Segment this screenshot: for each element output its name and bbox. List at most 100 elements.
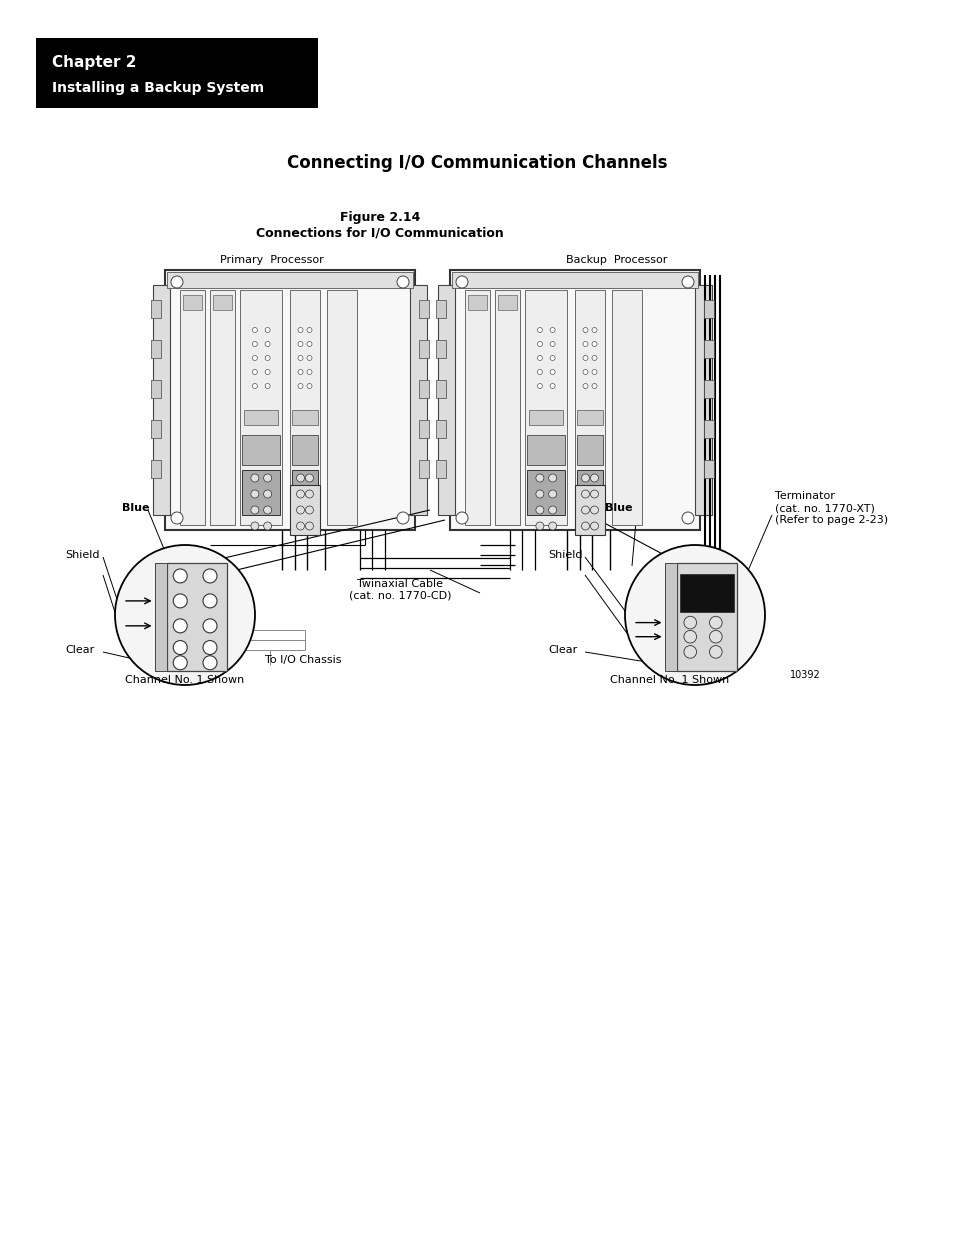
Text: Blue: Blue bbox=[122, 503, 150, 513]
Circle shape bbox=[537, 384, 542, 389]
Text: Connecting I/O Communication Channels: Connecting I/O Communication Channels bbox=[287, 154, 666, 172]
Circle shape bbox=[203, 619, 216, 632]
Bar bbox=[165, 270, 415, 530]
Circle shape bbox=[581, 522, 589, 530]
Bar bbox=[167, 272, 413, 288]
Circle shape bbox=[536, 522, 543, 530]
Circle shape bbox=[305, 522, 314, 530]
Bar bbox=[418, 340, 429, 358]
Circle shape bbox=[265, 384, 270, 389]
Bar bbox=[468, 295, 486, 310]
Circle shape bbox=[709, 616, 721, 629]
Bar bbox=[577, 410, 602, 425]
Bar bbox=[418, 380, 429, 398]
Circle shape bbox=[548, 522, 556, 530]
Circle shape bbox=[548, 506, 556, 514]
Bar bbox=[575, 485, 604, 535]
Bar bbox=[436, 340, 446, 358]
Bar bbox=[450, 270, 700, 530]
Circle shape bbox=[173, 641, 187, 655]
Bar bbox=[210, 290, 234, 525]
Bar bbox=[703, 340, 713, 358]
Text: Shield: Shield bbox=[547, 550, 582, 559]
Text: Channel No. 1 Shown: Channel No. 1 Shown bbox=[609, 676, 728, 685]
Text: Primary  Processor: Primary Processor bbox=[220, 254, 323, 266]
Circle shape bbox=[550, 356, 555, 361]
Bar bbox=[695, 285, 711, 515]
Circle shape bbox=[592, 384, 597, 389]
Bar bbox=[703, 459, 713, 478]
Circle shape bbox=[536, 506, 543, 514]
Circle shape bbox=[536, 490, 543, 498]
Circle shape bbox=[253, 356, 257, 361]
Circle shape bbox=[253, 342, 257, 347]
Circle shape bbox=[592, 356, 597, 361]
Bar bbox=[183, 295, 202, 310]
Circle shape bbox=[683, 630, 696, 643]
Circle shape bbox=[581, 474, 589, 482]
Bar bbox=[151, 459, 161, 478]
Circle shape bbox=[681, 513, 693, 524]
Bar bbox=[436, 420, 446, 438]
Circle shape bbox=[307, 342, 312, 347]
Bar bbox=[292, 471, 317, 515]
Circle shape bbox=[253, 384, 257, 389]
Circle shape bbox=[173, 594, 187, 608]
Circle shape bbox=[582, 369, 587, 374]
Circle shape bbox=[265, 327, 270, 332]
Circle shape bbox=[173, 569, 187, 583]
Bar bbox=[154, 563, 167, 672]
Circle shape bbox=[396, 513, 409, 524]
Circle shape bbox=[624, 545, 764, 685]
Circle shape bbox=[251, 522, 258, 530]
Bar bbox=[410, 285, 427, 515]
Circle shape bbox=[590, 506, 598, 514]
Bar bbox=[526, 471, 565, 515]
Circle shape bbox=[296, 474, 304, 482]
Text: 10392: 10392 bbox=[789, 671, 820, 680]
Bar bbox=[242, 471, 280, 515]
Bar bbox=[244, 410, 278, 425]
Circle shape bbox=[456, 275, 468, 288]
Circle shape bbox=[709, 646, 721, 658]
Circle shape bbox=[263, 522, 272, 530]
Bar bbox=[418, 300, 429, 317]
Bar bbox=[290, 485, 319, 535]
Circle shape bbox=[550, 342, 555, 347]
Circle shape bbox=[173, 619, 187, 632]
Circle shape bbox=[297, 342, 303, 347]
Circle shape bbox=[683, 616, 696, 629]
Text: Figure 2.14: Figure 2.14 bbox=[339, 210, 419, 224]
Bar bbox=[36, 38, 317, 107]
Circle shape bbox=[265, 342, 270, 347]
Circle shape bbox=[265, 356, 270, 361]
Circle shape bbox=[537, 342, 542, 347]
Circle shape bbox=[253, 327, 257, 332]
Circle shape bbox=[115, 545, 254, 685]
Text: Clear: Clear bbox=[65, 645, 94, 655]
Bar bbox=[703, 380, 713, 398]
Circle shape bbox=[307, 356, 312, 361]
Circle shape bbox=[537, 369, 542, 374]
Circle shape bbox=[536, 474, 543, 482]
Bar bbox=[151, 300, 161, 317]
Circle shape bbox=[396, 275, 409, 288]
Text: Shield: Shield bbox=[65, 550, 99, 559]
Bar bbox=[292, 410, 317, 425]
Bar bbox=[497, 295, 517, 310]
Bar bbox=[677, 563, 736, 672]
Bar bbox=[151, 340, 161, 358]
Circle shape bbox=[251, 474, 258, 482]
Circle shape bbox=[590, 522, 598, 530]
Circle shape bbox=[307, 369, 312, 374]
Text: To I/O Chassis: To I/O Chassis bbox=[265, 655, 341, 664]
Circle shape bbox=[171, 275, 183, 288]
Text: Channel No. 1 Shown: Channel No. 1 Shown bbox=[125, 676, 244, 685]
Circle shape bbox=[173, 656, 187, 669]
Bar bbox=[679, 574, 733, 611]
Circle shape bbox=[582, 356, 587, 361]
Bar bbox=[436, 300, 446, 317]
Bar bbox=[464, 290, 490, 525]
Bar bbox=[290, 290, 319, 525]
Circle shape bbox=[203, 569, 216, 583]
